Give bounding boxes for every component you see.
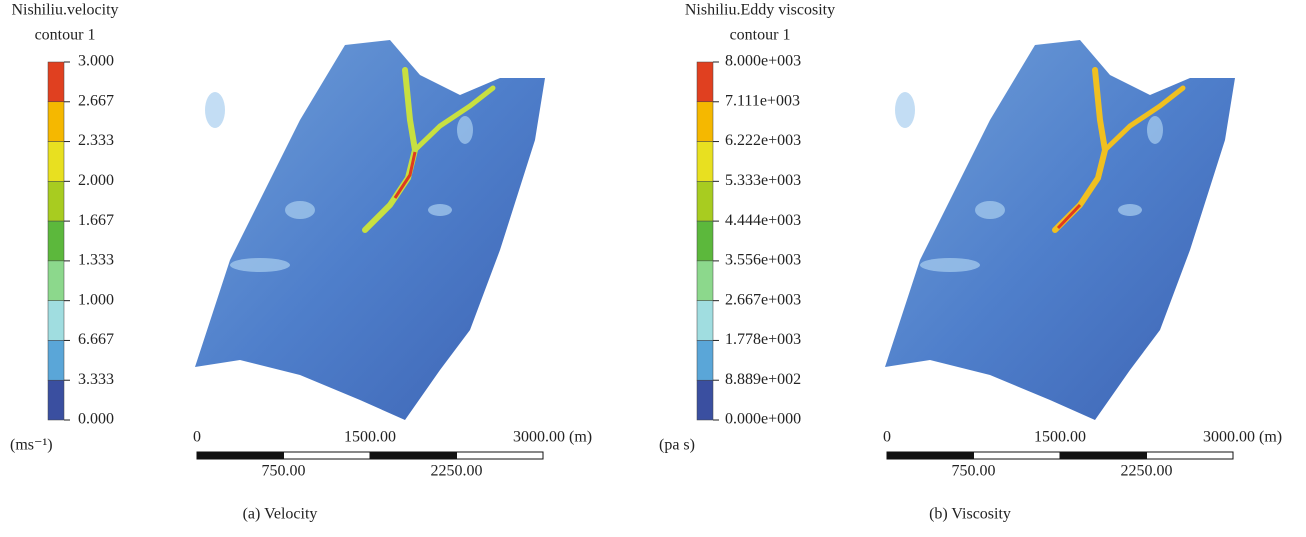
legend-tick-label: 6.667: [78, 331, 114, 348]
scale-segment: [1060, 452, 1147, 459]
panel: Nishiliu.Eddy viscosity contour 1 8.000e+0…: [659, 2, 1282, 523]
terrain-highlight: [205, 92, 225, 128]
figure: Nishiliu.velocity contour 1 3.000 2.667 2.33…: [0, 0, 1306, 532]
legend-tick-label: 6.222e+003: [725, 132, 801, 149]
color-band: [697, 102, 713, 142]
legend-tick-label: 1.778e+003: [725, 331, 801, 348]
legend-unit: (pa s): [659, 437, 695, 454]
color-band: [48, 261, 64, 301]
legend-tick-label: 2.667: [78, 92, 114, 109]
legend-subtitle: contour 1: [730, 27, 791, 44]
color-band: [697, 380, 713, 420]
legend-tick-label: 2.333: [78, 132, 114, 149]
terrain-highlight: [920, 258, 980, 272]
scale-segment: [197, 452, 284, 459]
scale-label: 750.00: [262, 463, 306, 480]
scale-segment: [284, 452, 371, 459]
scale-segment: [457, 452, 544, 459]
scale-label: 0: [193, 429, 201, 446]
scale-segment: [1147, 452, 1234, 459]
legend-tick-label: 5.333e+003: [725, 172, 801, 189]
color-band: [48, 221, 64, 261]
color-band: [48, 340, 64, 380]
caption: (b) Viscosity: [929, 506, 1011, 523]
scale-label: 2250.00: [431, 463, 483, 480]
color-band: [697, 261, 713, 301]
scale-label: 0: [883, 429, 891, 446]
terrain: [195, 40, 545, 420]
color-band: [697, 221, 713, 261]
scale-segment: [370, 452, 457, 459]
legend-tick-label: 3.556e+003: [725, 252, 801, 269]
terrain-highlight: [457, 116, 473, 144]
legend-tick-label: 2.000: [78, 172, 114, 189]
terrain-highlight: [1147, 116, 1163, 144]
scale-label: 750.00: [952, 463, 996, 480]
legend-tick-label: 8.000e+003: [725, 53, 801, 70]
legend-tick-label: 3.000: [78, 53, 114, 70]
color-band: [697, 142, 713, 182]
terrain-surface: [195, 40, 545, 420]
terrain-highlight: [895, 92, 915, 128]
color-band: [697, 340, 713, 380]
scale-label: 1500.00: [1034, 429, 1086, 446]
terrain: [885, 40, 1235, 420]
terrain-highlight: [285, 201, 315, 219]
terrain-highlight: [428, 204, 452, 216]
legend-tick-label: 4.444e+003: [725, 212, 801, 229]
legend-tick-label: 1.667: [78, 212, 114, 229]
legend-tick-label: 0.000e+000: [725, 411, 801, 428]
color-band: [48, 301, 64, 341]
caption: (a) Velocity: [243, 506, 318, 523]
color-band: [48, 102, 64, 142]
color-band: [697, 301, 713, 341]
scale-label: 1500.00: [344, 429, 396, 446]
legend-subtitle: contour 1: [35, 27, 96, 44]
legend-tick-label: 7.111e+003: [725, 92, 800, 109]
legend-tick-label: 3.333: [78, 371, 114, 388]
legend-tick-label: 1.000: [78, 291, 114, 308]
terrain-highlight: [975, 201, 1005, 219]
panel: Nishiliu.velocity contour 1 3.000 2.667 2.33…: [10, 2, 592, 523]
page: Nishiliu.velocity contour 1 3.000 2.667 2.33…: [0, 0, 1306, 537]
scale-label: 2250.00: [1121, 463, 1173, 480]
scale-label: 3000.00 (m): [1203, 429, 1282, 446]
color-band: [697, 181, 713, 221]
terrain-highlight: [1118, 204, 1142, 216]
legend-tick-label: 2.667e+003: [725, 291, 801, 308]
legend-tick-label: 8.889e+002: [725, 371, 801, 388]
color-band: [697, 62, 713, 102]
scale-label: 3000.00 (m): [513, 429, 592, 446]
legend-unit: (ms⁻¹): [10, 437, 53, 454]
color-band: [48, 142, 64, 182]
color-band: [48, 380, 64, 420]
legend-title: Nishiliu.velocity: [11, 2, 118, 19]
scale-segment: [974, 452, 1061, 459]
legend-tick-label: 0.000: [78, 411, 114, 428]
color-band: [48, 62, 64, 102]
legend-title: Nishiliu.Eddy viscosity: [685, 2, 835, 19]
terrain-highlight: [230, 258, 290, 272]
terrain-surface: [885, 40, 1235, 420]
scale-segment: [887, 452, 974, 459]
color-band: [48, 181, 64, 221]
legend-tick-label: 1.333: [78, 252, 114, 269]
